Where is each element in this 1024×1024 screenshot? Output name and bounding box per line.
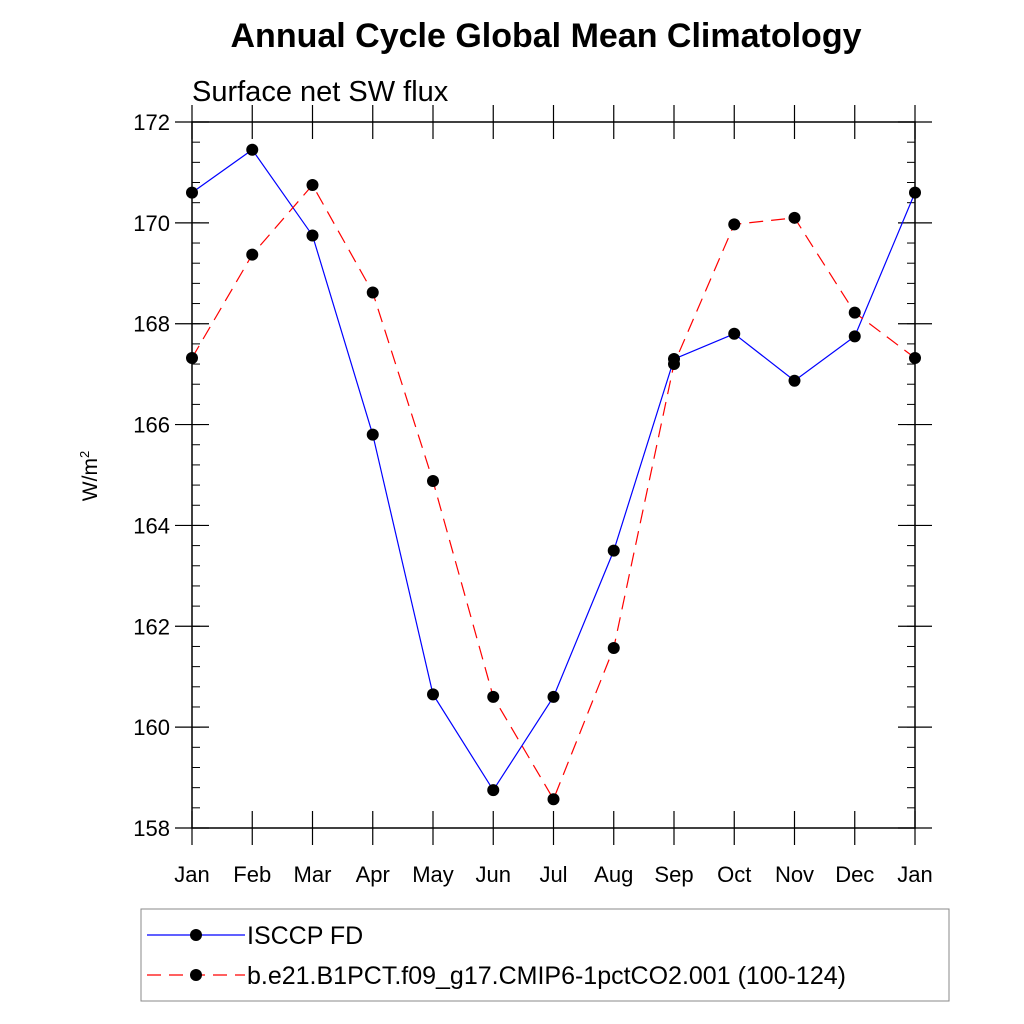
data-point-series-2 [848, 306, 861, 319]
data-point-series-1 [788, 374, 801, 387]
data-point-series-1 [366, 428, 379, 441]
data-point-series-2 [427, 475, 439, 488]
data-point-series-1 [246, 143, 259, 156]
data-point-series-2 [547, 793, 560, 806]
legend-label-2: b.e21.B1PCT.f09_g17.CMIP6-1pctCO2.001 (1… [247, 962, 846, 990]
data-point-series-2 [366, 286, 379, 299]
y-tick-label: 162 [133, 614, 170, 639]
y-axis-label-exponent: 2 [77, 451, 92, 458]
y-tick-label: 170 [133, 211, 170, 236]
x-tick-label: Jan [897, 862, 932, 887]
data-point-series-2 [246, 248, 259, 261]
y-tick-label: 164 [133, 513, 170, 538]
plot-frame [191, 121, 916, 829]
minor-ticks [192, 121, 915, 829]
y-tick-label: 160 [133, 715, 170, 740]
data-point-series-2 [788, 211, 801, 224]
data-point-series-1 [607, 544, 620, 557]
y-tick-label: 172 [133, 110, 170, 135]
legend-box [140, 908, 950, 1002]
x-tick-label: Sep [654, 862, 693, 887]
data-point-series-1 [728, 327, 741, 340]
data-point-series-2 [607, 641, 620, 654]
legend: ISCCP FD b.e21.B1PCT.f09_g17.CMIP6-1pctCO… [140, 908, 950, 1002]
data-point-series-1 [848, 330, 861, 343]
data-point-series-2 [487, 690, 500, 703]
x-tick-label: Jun [476, 862, 511, 887]
x-tick-label: Dec [835, 862, 874, 887]
data-point-series-2 [668, 358, 680, 371]
data-point-series-1 [306, 229, 319, 242]
y-tick-label: 168 [133, 312, 170, 337]
legend-label-1: ISCCP FD [247, 922, 363, 950]
data-point-series-2 [728, 218, 741, 231]
y-axis-label-unit: W/m [79, 458, 102, 501]
chart-title: Annual Cycle Global Mean Climatology [231, 17, 862, 55]
x-tick-label: Nov [775, 862, 814, 887]
x-tick-labels: Jan Feb Mar Apr May Jun Jul Aug Sep Oct Nov Dec Jan [174, 862, 932, 887]
x-tick-label: Feb [233, 862, 271, 887]
x-tick-label: Jul [539, 862, 567, 887]
x-tick-label: Apr [356, 862, 390, 887]
y-tick-labels: 158 160 162 164 166 168 170 172 [133, 110, 170, 841]
legend-marker-2 [190, 969, 202, 981]
x-tick-label: Mar [294, 862, 332, 887]
major-ticks [175, 105, 932, 845]
series-line-2 [191, 183, 916, 801]
chart-subtitle: Surface net SW flux [192, 76, 449, 108]
x-tick-label: Aug [594, 862, 633, 887]
x-tick-label: Jan [174, 862, 209, 887]
data-point-series-1 [547, 690, 560, 703]
y-axis-label: W/m2 [77, 451, 102, 501]
x-tick-label: Oct [717, 862, 751, 887]
data-point-series-1 [427, 688, 439, 701]
legend-marker-1 [190, 929, 202, 941]
data-point-series-2 [306, 179, 319, 192]
y-tick-label: 166 [133, 413, 170, 438]
data-point-series-1 [487, 784, 500, 797]
x-tick-label: May [412, 862, 454, 887]
y-tick-label: 158 [133, 816, 170, 841]
series-layer [186, 143, 921, 806]
